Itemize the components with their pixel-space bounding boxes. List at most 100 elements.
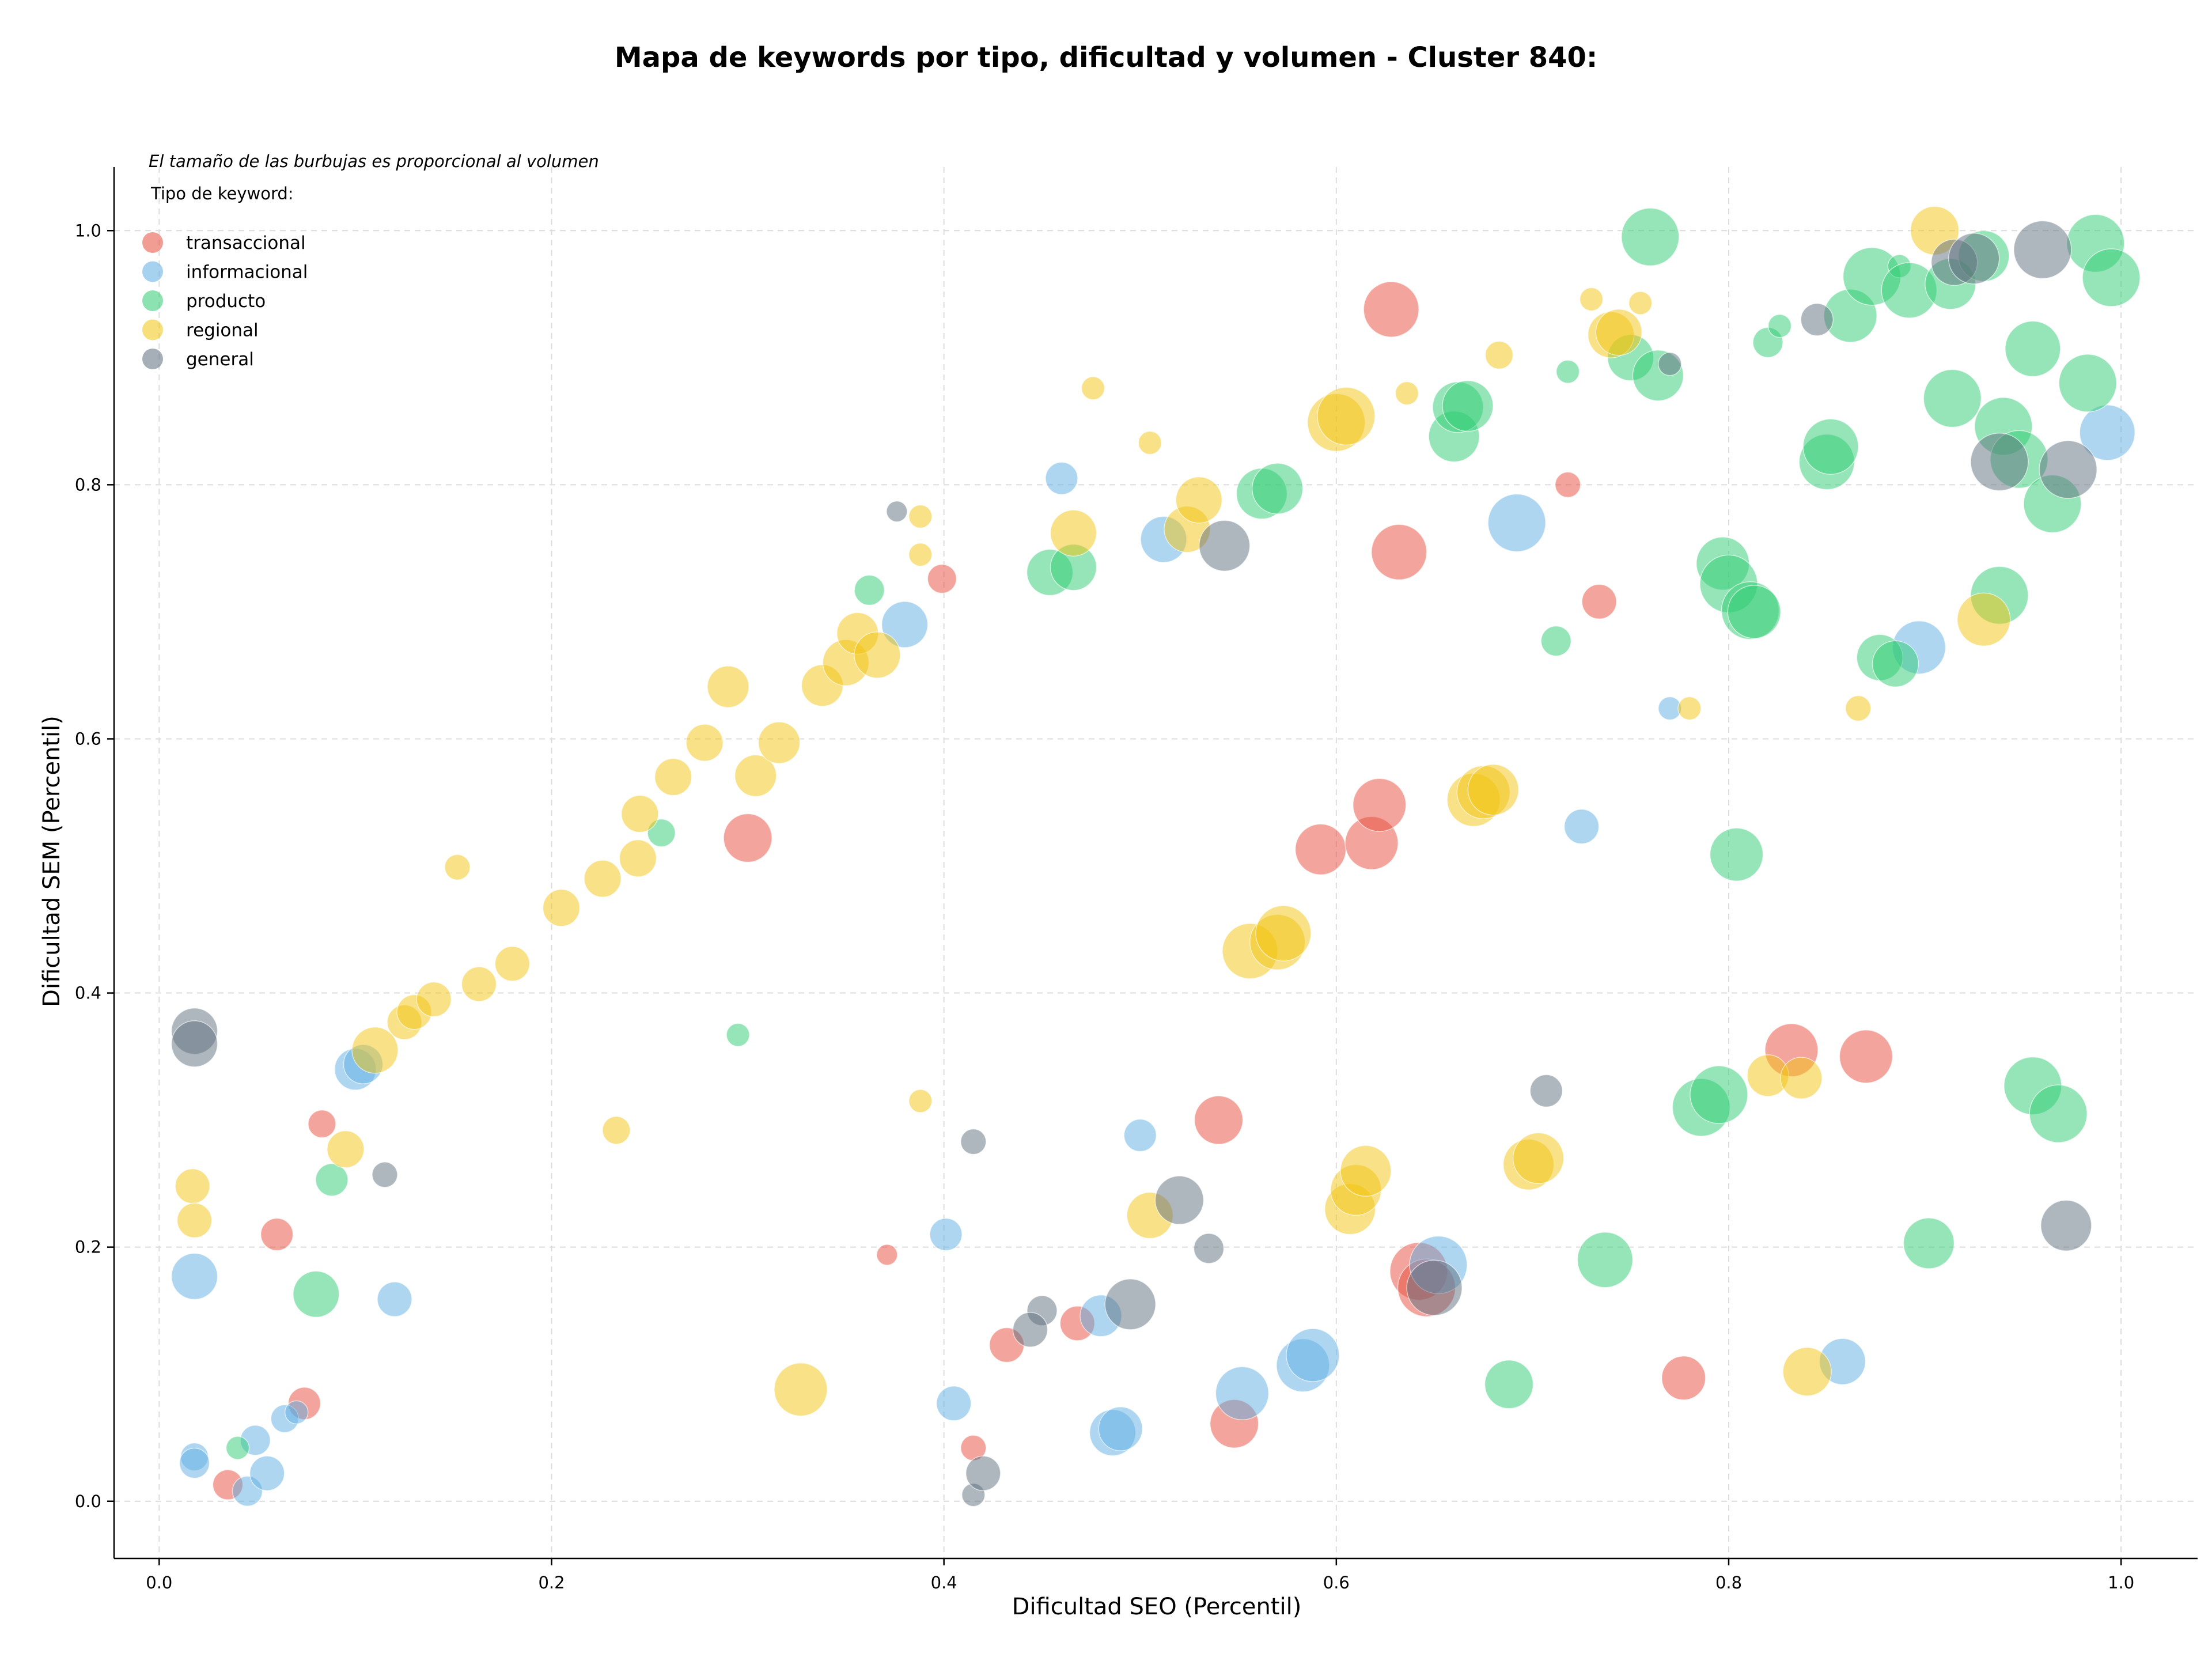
legend-marker-producto bbox=[142, 290, 163, 311]
bubble-transaccional bbox=[1554, 471, 1581, 498]
bubble-producto bbox=[2005, 320, 2061, 377]
bubble-regional bbox=[1512, 1132, 1565, 1185]
bubble-transaccional bbox=[1839, 1030, 1893, 1084]
bubble-regional bbox=[619, 839, 657, 877]
bubble-transaccional bbox=[1353, 778, 1407, 832]
legend: El tamaño de las burbujas es proporciona… bbox=[142, 152, 599, 370]
bubble-regional bbox=[1780, 1057, 1823, 1100]
bubble-general bbox=[886, 500, 908, 523]
bubble-informacional bbox=[935, 1386, 972, 1421]
bubble-informacional bbox=[1123, 1118, 1157, 1152]
bubble-regional bbox=[1677, 696, 1702, 721]
bubble-regional bbox=[584, 860, 622, 898]
x-tick-label: 0.2 bbox=[538, 1573, 565, 1592]
bubble-regional bbox=[908, 542, 933, 567]
bubble-producto bbox=[647, 818, 676, 847]
y-axis-label: Dificultad SEM (Percentil) bbox=[39, 716, 65, 1007]
bubble-regional bbox=[351, 1027, 399, 1074]
bubble-regional bbox=[1628, 291, 1653, 315]
bubble-general bbox=[1800, 302, 1834, 336]
legend-items: transaccional informacional producto region… bbox=[142, 232, 308, 370]
bubble-regional bbox=[1845, 695, 1872, 722]
bubble-producto bbox=[1727, 585, 1782, 639]
bubble-regional bbox=[908, 504, 933, 529]
bubble-regional bbox=[654, 758, 692, 796]
bubble-regional bbox=[774, 1362, 828, 1417]
bubble-general bbox=[1948, 233, 2000, 285]
bubble-general bbox=[1154, 1175, 1205, 1225]
bubble-regional bbox=[416, 981, 452, 1017]
bubble-transaccional bbox=[1661, 1356, 1706, 1401]
bubble-regional bbox=[757, 721, 801, 764]
bubble-regional bbox=[685, 724, 724, 762]
bubble-regional bbox=[327, 1130, 365, 1168]
bubble-general bbox=[2013, 220, 2072, 279]
bubble-producto bbox=[2058, 354, 2118, 413]
bubble-regional bbox=[707, 665, 749, 708]
x-tick-label: 0.8 bbox=[1715, 1573, 1742, 1592]
bubble-general bbox=[2040, 1200, 2092, 1251]
bubble-informacional bbox=[1098, 1406, 1143, 1451]
x-tick-label: 0.4 bbox=[931, 1573, 957, 1592]
series-producto bbox=[225, 207, 2141, 1460]
bubble-regional bbox=[1050, 509, 1097, 557]
y-tick-label: 1.0 bbox=[75, 221, 101, 240]
bubble-regional bbox=[1317, 387, 1376, 446]
bubble-producto bbox=[1577, 1231, 1634, 1288]
bubble-producto bbox=[1555, 360, 1580, 384]
bubble-informacional bbox=[1563, 808, 1600, 845]
bubble-regional bbox=[1255, 905, 1312, 962]
bubble-general bbox=[960, 1128, 987, 1155]
bubble-producto bbox=[1872, 640, 1919, 688]
bubble-regional bbox=[542, 889, 581, 927]
bubble-transaccional bbox=[1363, 281, 1419, 338]
legend-label-transaccional: transaccional bbox=[186, 233, 306, 253]
bubble-producto bbox=[2029, 1084, 2088, 1143]
bubble-informacional bbox=[284, 1400, 309, 1425]
bubble-informacional bbox=[1215, 1366, 1270, 1421]
series-general bbox=[171, 220, 2097, 1507]
bubble-producto bbox=[1484, 1360, 1534, 1409]
bubble-producto bbox=[1709, 827, 1764, 881]
bubble-general bbox=[372, 1161, 398, 1188]
bubble-regional bbox=[1467, 763, 1520, 816]
bubble-regional bbox=[621, 794, 659, 833]
bubble-producto bbox=[1690, 1065, 1748, 1124]
bubble-producto bbox=[1802, 418, 1859, 475]
bubble-transaccional bbox=[1581, 584, 1617, 620]
legend-marker-regional bbox=[142, 319, 163, 340]
bubble-regional bbox=[1340, 1145, 1392, 1197]
bubble-regional bbox=[1579, 287, 1604, 312]
bubble-regional bbox=[1484, 340, 1514, 370]
bubble-producto bbox=[293, 1270, 340, 1318]
bubble-general bbox=[1012, 1312, 1048, 1348]
bubble-producto bbox=[1767, 313, 1792, 338]
bubble-producto bbox=[1621, 207, 1680, 267]
bubble-general bbox=[1104, 1278, 1156, 1330]
y-tick-label: 0.0 bbox=[75, 1492, 101, 1511]
bubble-informacional bbox=[1487, 493, 1546, 553]
bubble-general bbox=[965, 1455, 1001, 1491]
bubble-regional bbox=[854, 631, 901, 679]
y-tick-label: 0.6 bbox=[75, 729, 101, 748]
bubble-regional bbox=[734, 754, 777, 797]
bubble-regional bbox=[602, 1116, 631, 1145]
bubble-producto bbox=[726, 1023, 750, 1047]
bubble-transaccional bbox=[876, 1244, 898, 1266]
legend-label-general: general bbox=[186, 349, 254, 370]
bubble-general bbox=[2039, 440, 2097, 499]
bubble-regional bbox=[176, 1202, 213, 1239]
bubble-transaccional bbox=[1371, 524, 1427, 581]
grid-layer bbox=[114, 167, 2198, 1558]
legend-marker-transaccional bbox=[142, 232, 163, 253]
bubble-regional bbox=[1957, 592, 2011, 646]
bubble-general bbox=[1193, 1233, 1225, 1264]
bubble-general bbox=[1198, 520, 1251, 572]
bubble-transaccional bbox=[1194, 1095, 1244, 1145]
bubble-regional bbox=[444, 854, 471, 880]
bubble-producto bbox=[1540, 625, 1572, 657]
y-tick-label: 0.2 bbox=[75, 1238, 101, 1257]
x-tick-label: 1.0 bbox=[2108, 1573, 2134, 1592]
